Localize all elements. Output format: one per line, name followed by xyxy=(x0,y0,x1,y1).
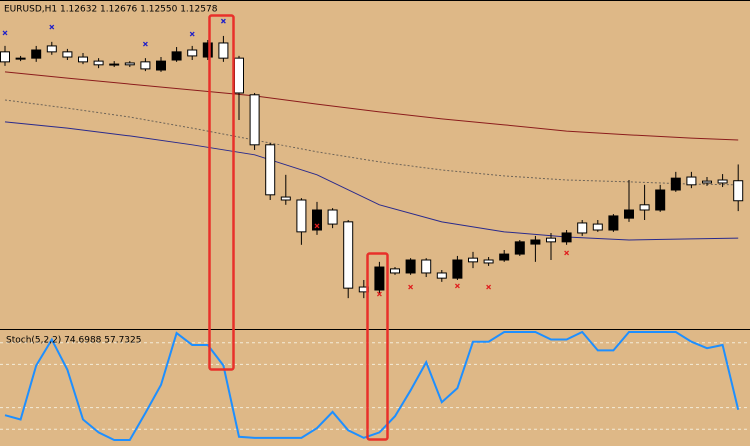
candle-body xyxy=(561,232,572,243)
candle-body xyxy=(499,253,510,261)
candle-body xyxy=(156,60,166,71)
candle-body xyxy=(312,209,322,231)
candle-body xyxy=(624,209,634,219)
fractal-marker xyxy=(376,291,382,297)
candle-body xyxy=(452,259,463,279)
moving-average xyxy=(4,71,739,141)
fractal-marker xyxy=(486,284,492,290)
price-title: EURUSD,H1 1.12632 1.12676 1.12550 1.1257… xyxy=(4,5,218,15)
candle-body xyxy=(280,196,291,201)
candle-body xyxy=(514,241,525,255)
candle-body xyxy=(546,237,556,243)
fractal-marker xyxy=(142,41,148,47)
fractal-marker xyxy=(454,283,460,289)
candle-body xyxy=(390,268,400,274)
candle-body xyxy=(608,215,619,231)
candle-body xyxy=(530,239,541,245)
candle-body xyxy=(483,259,494,264)
moving-average xyxy=(4,121,739,241)
candle-body xyxy=(374,266,385,291)
candle-body xyxy=(46,45,57,53)
candle-body xyxy=(468,257,478,263)
fractal-marker xyxy=(408,284,414,290)
candle-body xyxy=(639,204,650,211)
candle-body xyxy=(327,209,338,225)
moving-average xyxy=(4,99,739,186)
fractal-marker xyxy=(564,250,570,256)
stoch-title: Stoch(5,2,2) 74.6988 57.7325 xyxy=(6,336,141,346)
candle-body xyxy=(670,177,681,191)
candle-body xyxy=(15,57,26,60)
candle-body xyxy=(187,49,198,57)
candle-body xyxy=(234,57,244,94)
stochastic-line xyxy=(4,330,740,441)
candle-body xyxy=(124,62,135,66)
candle-body xyxy=(218,42,229,59)
fractal-marker xyxy=(220,18,226,24)
candle-body xyxy=(655,189,666,211)
candle-body xyxy=(202,42,213,58)
candle-body xyxy=(93,60,104,66)
fractal-marker xyxy=(49,24,55,30)
candle-body xyxy=(296,199,307,233)
candle-body xyxy=(592,223,603,231)
fractal-marker xyxy=(314,223,320,229)
candle-body xyxy=(249,94,260,146)
fractal-marker xyxy=(189,31,195,37)
candle-body xyxy=(702,180,712,184)
highlight-box xyxy=(208,14,235,371)
candle-body xyxy=(265,144,276,196)
fractal-marker xyxy=(2,30,8,36)
candle-body xyxy=(436,272,447,279)
candle-body xyxy=(31,49,42,59)
candle-body xyxy=(343,221,354,289)
candle-body xyxy=(140,61,151,70)
highlight-box xyxy=(366,252,389,441)
candle-body xyxy=(421,259,432,274)
candle-body xyxy=(577,222,588,234)
candle-body xyxy=(733,180,744,202)
candle-body xyxy=(686,176,697,186)
candle-body xyxy=(62,51,73,58)
candle-body xyxy=(109,63,120,66)
candle-body xyxy=(171,51,182,61)
candle-body xyxy=(78,56,88,63)
candle-body xyxy=(405,259,416,274)
plot-area xyxy=(0,18,750,441)
candle-body xyxy=(0,51,10,63)
candle-body xyxy=(717,179,728,184)
